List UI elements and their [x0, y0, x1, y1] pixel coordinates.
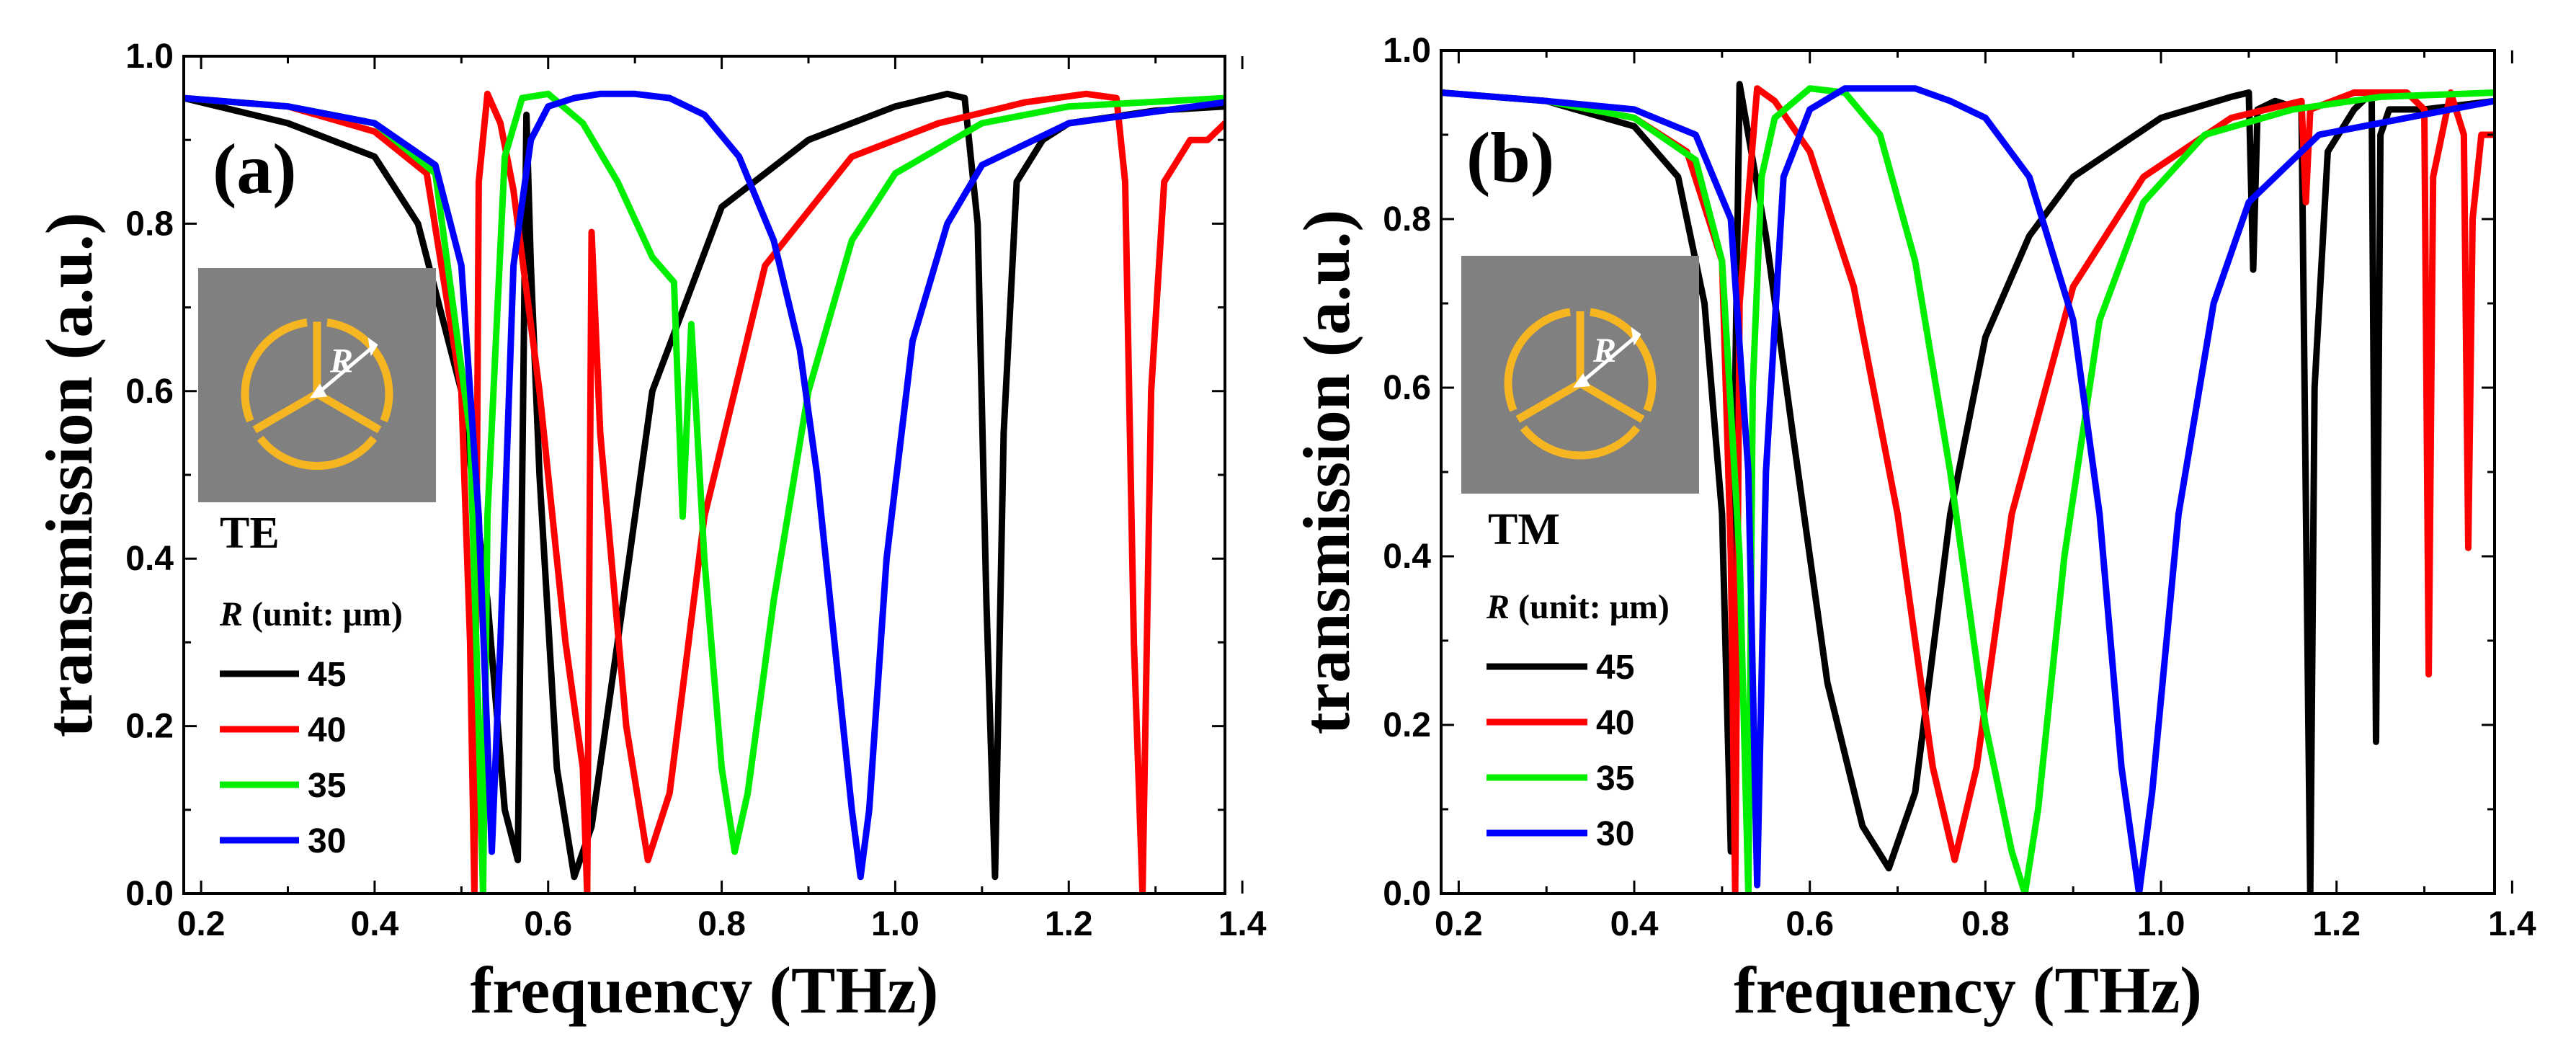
panel-b: 0.2 0.4 0.6 0.8 1.0 1.2 1.40.00.20.40.60.81.0f…: [1290, 32, 2536, 1027]
series-group: [1441, 81, 2495, 894]
legend-label-45: 45: [1596, 649, 1634, 687]
x-tick-label: 1.0: [2137, 905, 2185, 943]
y-tick-label: 0.6: [1383, 369, 1431, 407]
ring-arc: [326, 319, 393, 423]
legend-label-35: 35: [1596, 760, 1634, 798]
series-line-35: [184, 90, 1225, 894]
x-tick-label: 0.8: [698, 905, 746, 943]
y-axis-label: transmission (a.u.): [32, 213, 106, 737]
radius-arrow: [316, 346, 374, 396]
arrow-tail-icon: [310, 383, 327, 398]
series-line-40: [1441, 85, 2495, 894]
y-tick-label: 0.6: [125, 373, 174, 411]
arrow-head-icon: [367, 337, 378, 357]
ring-arc: [1520, 425, 1641, 460]
legend-label-40: 40: [308, 711, 346, 749]
legend-title-var: R: [219, 595, 243, 633]
y-tick-label: 0.4: [125, 540, 174, 578]
x-tick-label: 0.2: [177, 905, 226, 943]
ring-arc: [241, 319, 308, 423]
x-axis-label: frequency (THz): [471, 953, 939, 1027]
y-tick-label: 0.2: [125, 708, 174, 746]
arrow-tail-icon: [1573, 373, 1590, 388]
x-tick-label: 1.4: [1218, 905, 1267, 943]
y-tick-label: 0.8: [125, 205, 174, 243]
panel-label: (a): [213, 129, 297, 209]
legend-label-30: 30: [1596, 815, 1634, 853]
x-tick-label: 0.6: [524, 905, 572, 943]
ring-arc: [1504, 308, 1571, 412]
y-tick-label: 1.0: [1383, 32, 1431, 70]
y-tick-label: 0.4: [1383, 538, 1431, 576]
unit-cell-inset: R: [1461, 256, 1699, 494]
ring-arc: [1590, 308, 1657, 412]
y-tick-label: 0.8: [1383, 200, 1431, 239]
y-tick-label: 0.2: [1383, 706, 1431, 744]
radius-arrow: [1579, 335, 1637, 385]
legend-label-35: 35: [308, 767, 346, 805]
x-tick-label: 0.4: [1610, 905, 1659, 943]
polarization-label: TM: [1488, 505, 1560, 554]
x-tick-label: 1.0: [871, 905, 919, 943]
x-tick-label: 0.4: [351, 905, 399, 943]
arrow-head-icon: [1631, 326, 1641, 346]
legend-label-30: 30: [308, 822, 346, 860]
spoke: [252, 390, 319, 434]
x-tick-label: 1.2: [1045, 905, 1093, 943]
y-tick-label: 1.0: [125, 37, 174, 76]
spoke: [1578, 380, 1645, 423]
polarization-label: TE: [220, 509, 280, 558]
series-line-30: [184, 90, 1225, 881]
inset-radius-label: R: [329, 342, 353, 380]
spoke: [315, 390, 382, 434]
x-tick-label: 0.6: [1786, 905, 1834, 943]
y-axis-label: transmission (a.u.): [1290, 210, 1363, 734]
x-tick-label: 1.2: [2312, 905, 2361, 943]
legend-title-rest: (unit: μm): [243, 595, 403, 633]
x-tick-label: 0.8: [1961, 905, 2010, 943]
x-axis-label: frequency (THz): [1734, 953, 2202, 1027]
legend-title: R (unit: μm): [219, 595, 403, 633]
series-group: [184, 90, 1225, 894]
series-line-45: [1441, 81, 2495, 894]
x-tick-label: 0.2: [1435, 905, 1483, 943]
series-line-35: [1441, 85, 2495, 894]
series-line-30: [1441, 85, 2495, 894]
legend-label-40: 40: [1596, 704, 1634, 742]
x-tick-label: 1.4: [2488, 905, 2536, 943]
panel-label: (b): [1466, 117, 1554, 197]
series-line-40: [184, 90, 1225, 894]
y-tick-label: 0.0: [1383, 875, 1431, 913]
panel-a: 0.2 0.4 0.6 0.8 1.0 1.2 1.40.00.20.40.60.81.0f…: [32, 37, 1267, 1027]
spoke: [1515, 380, 1582, 423]
ring-arc: [257, 435, 378, 471]
unit-cell-inset: R: [198, 268, 436, 502]
legend-title-var: R: [1486, 588, 1510, 626]
legend-title: R (unit: μm): [1486, 588, 1670, 626]
legend-label-45: 45: [308, 656, 346, 694]
inset-radius-label: R: [1592, 331, 1616, 370]
y-tick-label: 0.0: [125, 875, 174, 913]
legend-title-rest: (unit: μm): [1510, 588, 1670, 626]
